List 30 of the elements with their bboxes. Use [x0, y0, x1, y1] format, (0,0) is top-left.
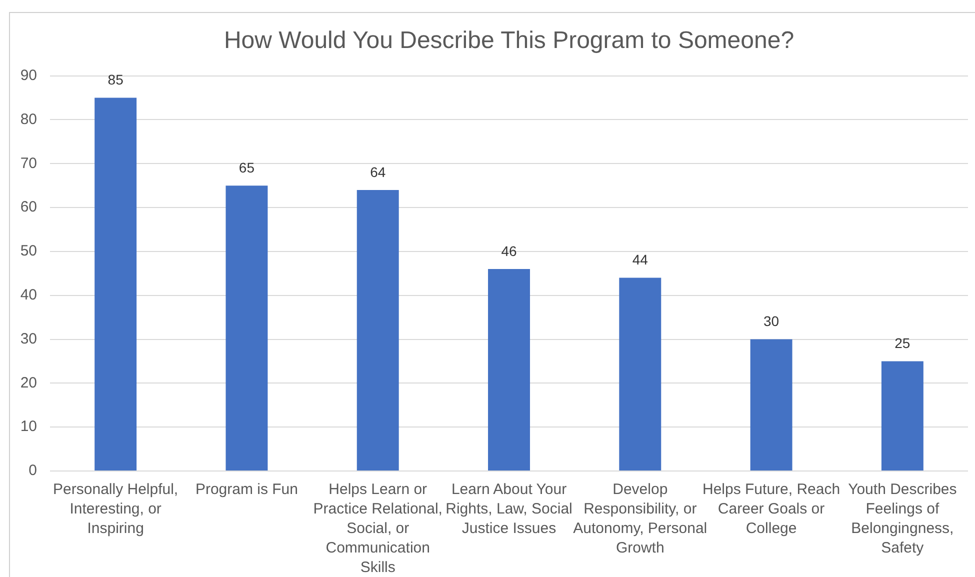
- data-label: 30: [763, 313, 780, 330]
- y-tick-label: 20: [20, 374, 37, 392]
- data-label: 65: [238, 159, 255, 176]
- y-tick-label: 60: [20, 198, 37, 216]
- x-tick-label: Personally Helpful, Interesting, or Inspiring: [53, 480, 178, 537]
- data-label: 64: [370, 164, 386, 180]
- x-tick-label: Program is Fun: [195, 480, 298, 498]
- bar: [881, 361, 924, 470]
- x-tick-label: Youth Describes Feelings of Belongingness, Safety: [848, 480, 957, 556]
- x-tick-label: Learn About Your Rights, Law, Social Justice Issues: [446, 480, 572, 537]
- data-label: 25: [894, 335, 910, 352]
- y-tick-label: 70: [20, 154, 37, 172]
- bar: [619, 278, 662, 470]
- data-label: 44: [632, 252, 648, 268]
- data-label: 85: [108, 72, 124, 88]
- bar: [94, 98, 137, 470]
- bar: [750, 339, 792, 470]
- y-tick-label: 30: [20, 330, 37, 348]
- y-tick-label: 40: [20, 286, 37, 304]
- y-tick-label: 10: [20, 418, 37, 436]
- bar: [226, 186, 268, 470]
- y-tick-label: 90: [20, 66, 37, 84]
- y-tick-label: 0: [28, 462, 37, 480]
- bar: [356, 190, 399, 470]
- y-tick-label: 80: [20, 110, 37, 128]
- data-label: 46: [501, 242, 517, 259]
- x-tick-label: Helps Learn or Practice Relational, Social, or Communication Skills: [313, 480, 442, 576]
- chart-title: How Would You Describe This Program to Someone?: [224, 27, 794, 54]
- y-tick-label: 50: [20, 242, 37, 260]
- bar: [488, 269, 530, 470]
